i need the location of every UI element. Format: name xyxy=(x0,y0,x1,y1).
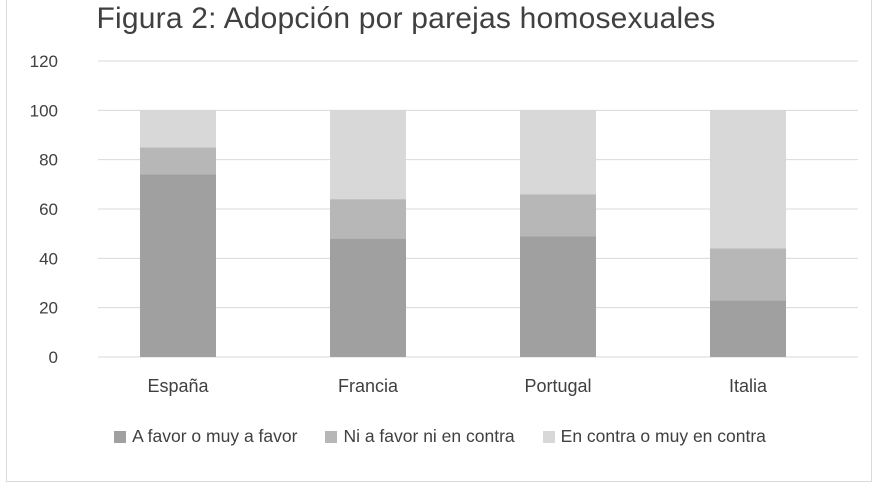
y-tick-label: 60 xyxy=(39,200,58,219)
bar-segment xyxy=(330,110,406,200)
bar-segment xyxy=(710,300,786,357)
legend-item-ni-a-favor: Ni a favor ni en contra xyxy=(325,426,515,447)
bar-segment xyxy=(140,147,216,175)
legend-swatch-a-favor xyxy=(114,430,127,443)
legend-label-ni-a-favor: Ni a favor ni en contra xyxy=(343,426,515,446)
x-category-label: Francia xyxy=(338,376,399,396)
bar-segment xyxy=(140,110,216,148)
x-axis-categories: España Francia Portugal Italia xyxy=(147,376,768,396)
legend-label-en-contra: En contra o muy en contra xyxy=(560,426,766,446)
legend: A favor o muy a favor Ni a favor ni en c… xyxy=(0,426,880,447)
legend-item-en-contra: En contra o muy en contra xyxy=(542,426,766,447)
y-tick-label: 80 xyxy=(39,151,58,170)
legend-label-a-favor: A favor o muy a favor xyxy=(132,426,298,446)
chart-title: Figura 2: Adopción por parejas homosexua… xyxy=(96,2,716,35)
legend-swatch-ni-a-favor xyxy=(325,430,338,443)
bar-segment xyxy=(710,110,786,249)
bar-segment xyxy=(520,194,596,237)
bars xyxy=(140,110,786,357)
bar-segment xyxy=(330,199,406,239)
y-axis-ticks: 0 20 40 60 80 100 120 xyxy=(30,52,58,367)
x-category-label: España xyxy=(147,376,209,396)
y-tick-label: 20 xyxy=(39,299,58,318)
legend-swatch-en-contra xyxy=(542,430,555,443)
bar-segment xyxy=(520,236,596,357)
bar-segment xyxy=(140,174,216,357)
y-tick-label: 100 xyxy=(30,101,58,120)
y-tick-label: 40 xyxy=(39,249,58,268)
bar-segment xyxy=(710,248,786,301)
legend-item-a-favor: A favor o muy a favor xyxy=(114,426,297,447)
x-category-label: Italia xyxy=(729,376,768,396)
y-tick-label: 0 xyxy=(49,348,58,367)
bar-segment xyxy=(330,238,406,357)
y-tick-label: 120 xyxy=(30,52,58,71)
bar-segment xyxy=(520,110,596,195)
x-category-label: Portugal xyxy=(524,376,591,396)
